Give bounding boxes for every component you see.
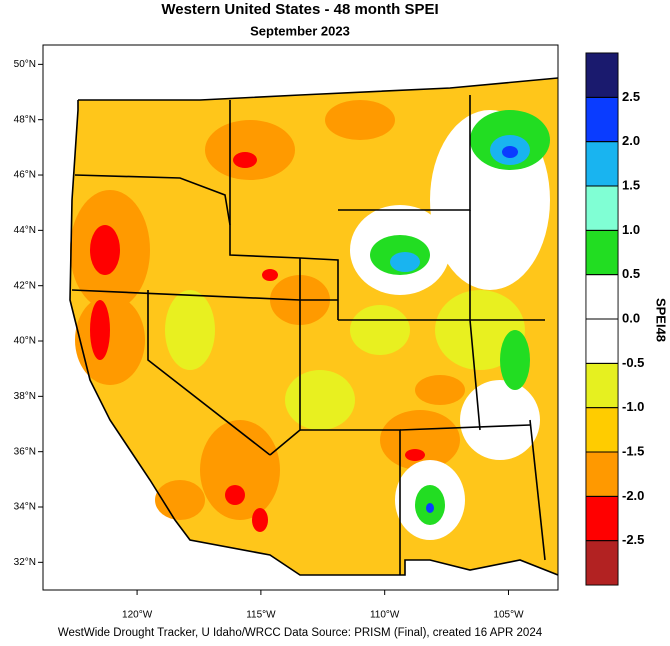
colorbar-bin — [585, 540, 619, 586]
lat-label: 46°N — [14, 170, 36, 181]
colorbar-label: 2.5 — [622, 89, 640, 104]
colorbar-label: 1.5 — [622, 177, 640, 192]
lon-label: 120°W — [122, 610, 153, 621]
colorbar-title: SPEI48 — [654, 298, 669, 342]
lat-label: 44°N — [14, 225, 36, 236]
colorbar-bin — [585, 274, 619, 320]
colorbar-label: 2.0 — [622, 133, 640, 148]
title: Western United States - 48 month SPEI — [161, 1, 438, 18]
lat-label: 34°N — [14, 502, 36, 513]
lon-label: 110°W — [370, 610, 400, 621]
colorbar-bin — [585, 185, 619, 231]
colorbar-label: -2.5 — [622, 532, 644, 547]
colorbar-bin — [585, 495, 619, 542]
lat-label: 50°N — [14, 59, 36, 70]
orange-areas — [70, 100, 465, 520]
colorbar-bin — [585, 229, 619, 276]
colorbar-label: -1.5 — [622, 443, 644, 458]
colorbar-label: 1.0 — [622, 222, 640, 237]
state-borders — [71, 77, 558, 575]
colorbar-bin — [585, 96, 619, 143]
lon-label: 105°W — [493, 610, 524, 621]
lat-label: 32°N — [14, 557, 36, 568]
map-frame — [42, 44, 559, 591]
subtitle: September 2023 — [250, 23, 350, 38]
colorbar-label: 0.5 — [622, 266, 640, 281]
colorbar-label: -2.0 — [622, 488, 644, 503]
map-area — [43, 45, 558, 590]
lat-label: 36°N — [14, 446, 36, 457]
lat-label: 48°N — [14, 114, 36, 125]
colorbar-bin — [585, 141, 619, 187]
colorbar-bin — [585, 52, 619, 98]
lon-label: 115°W — [246, 610, 276, 621]
lat-label: 38°N — [14, 391, 36, 402]
colorbar-bin — [585, 362, 619, 409]
colorbar-label: -0.5 — [622, 355, 644, 370]
red-areas — [90, 152, 425, 532]
colorbar-bin — [585, 318, 619, 364]
colorbar-bin — [585, 407, 619, 453]
colorbar-bin — [585, 451, 619, 497]
colorbar-label: -1.0 — [622, 399, 644, 414]
lat-label: 40°N — [14, 336, 36, 347]
colorbar-label: 0.0 — [622, 310, 640, 325]
footer: WestWide Drought Tracker, U Idaho/WRCC D… — [58, 627, 543, 639]
lat-label: 42°N — [14, 280, 36, 291]
